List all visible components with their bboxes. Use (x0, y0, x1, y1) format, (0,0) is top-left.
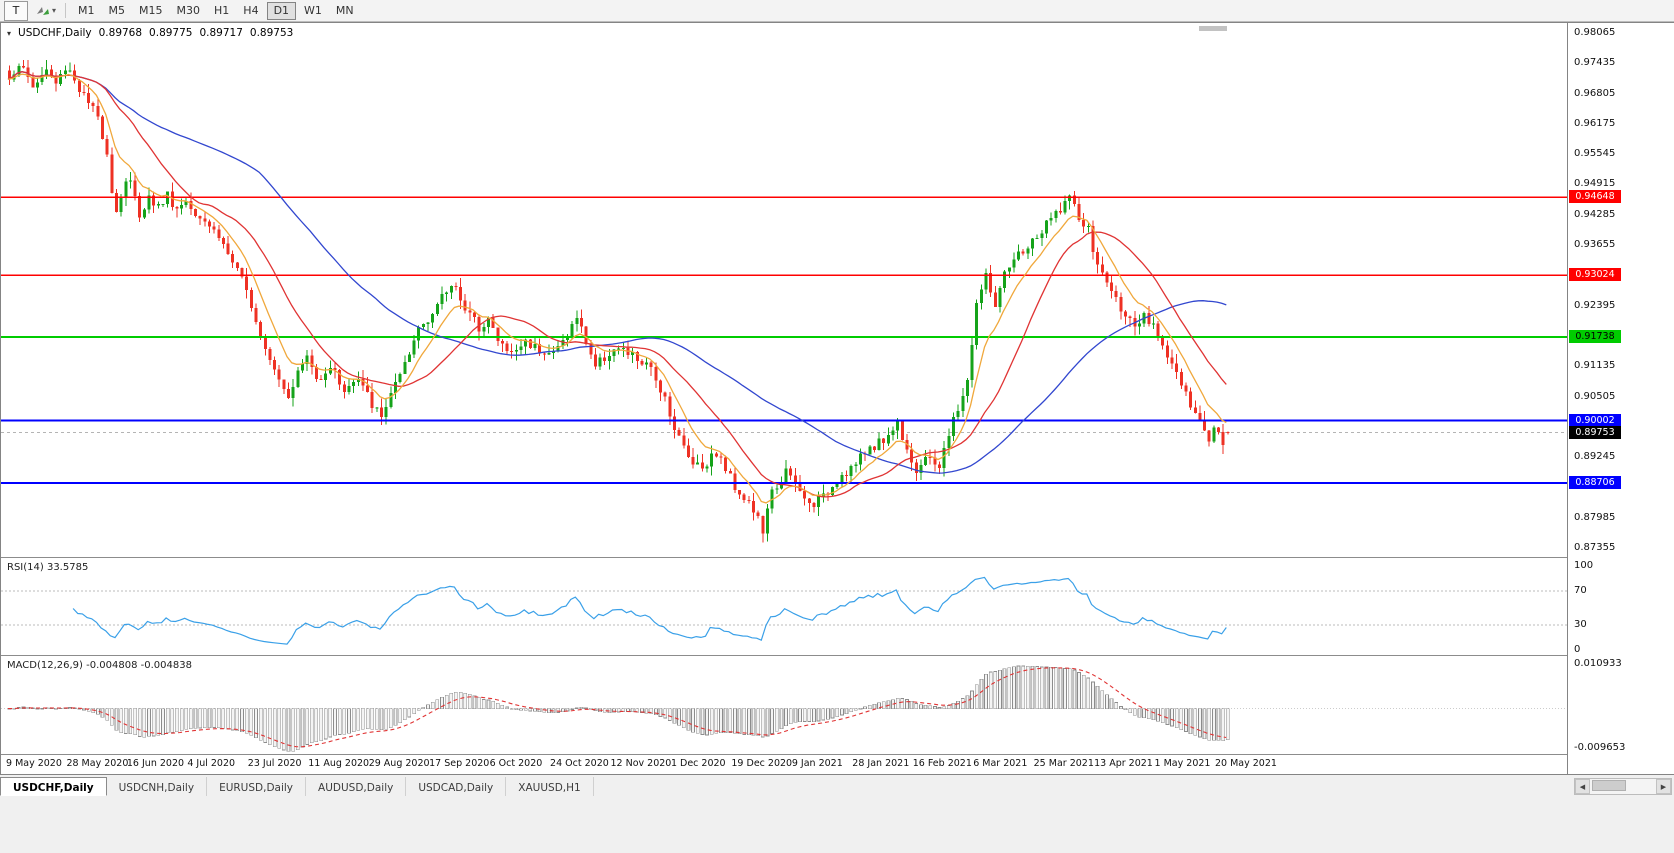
rsi-label: RSI(14) 33.5785 (7, 562, 89, 573)
rsi-axis-label: 30 (1574, 618, 1587, 630)
price-axis-label: 0.96175 (1574, 117, 1616, 129)
time-axis-label: 20 May 2021 (1215, 758, 1277, 769)
ohlc-low: 0.89717 (199, 27, 243, 39)
time-axis-label: 6 Mar 2021 (973, 758, 1028, 769)
scrollbar-track[interactable] (1590, 779, 1656, 794)
macd-axis-label: -0.009653 (1574, 742, 1626, 753)
dropdown-caret-icon: ▾ (52, 6, 57, 15)
timeframe-group: M1 M5 M15 M30 H1 H4 D1 W1 MN (72, 1, 360, 20)
timeframe-button-m30[interactable]: M30 (176, 3, 201, 17)
drawing-tools-button[interactable]: ▾ (32, 2, 59, 20)
chart-tab-audusd[interactable]: AUDUSD,Daily (306, 777, 407, 796)
timeframe-button-h4[interactable]: H4 (243, 3, 259, 17)
price-level-label: 0.94648 (1569, 190, 1621, 204)
price-axis-label: 0.92395 (1574, 299, 1616, 311)
chart-tabs: USDCHF,Daily USDCNH,Daily EURUSD,Daily AUDU… (0, 777, 594, 798)
tabs-scrollbar[interactable]: ◀ ▶ (1574, 778, 1672, 795)
time-axis-label: 28 May 2020 (66, 758, 129, 769)
macd-canvas[interactable] (1, 656, 1567, 754)
chart-tab-usdcad[interactable]: USDCAD,Daily (406, 777, 507, 796)
cursor-arrows-icon (37, 6, 49, 15)
time-axis-label: 19 Dec 2020 (731, 758, 793, 769)
time-axis-label: 24 Oct 2020 (550, 758, 609, 769)
chart-tab-eurusd[interactable]: EURUSD,Daily (207, 777, 307, 796)
time-axis-label: 4 Jul 2020 (187, 758, 236, 769)
timeframe-button-m1[interactable]: M1 (78, 3, 95, 17)
price-axis-label: 0.98065 (1574, 27, 1616, 38)
price-axis-label: 0.95545 (1574, 148, 1616, 160)
template-button[interactable]: T (4, 0, 28, 21)
price-axis-label: 0.91135 (1574, 360, 1616, 372)
chart-tab-usdcnh[interactable]: USDCNH,Daily (107, 777, 208, 796)
time-axis-label: 9 May 2020 (6, 758, 62, 769)
price-axis-label: 0.94285 (1574, 208, 1616, 220)
chart-window: 9 May 2020 28 May 2020 16 Jun 2020 4 Jul 20… (0, 22, 1674, 775)
price-axis-label: 0.93655 (1574, 239, 1616, 251)
symbol-menu-icon: ▾ (7, 28, 12, 38)
time-axis-label: 25 Mar 2021 (1033, 758, 1094, 769)
panel-separator[interactable] (1, 557, 1673, 558)
time-axis-label: 23 Jul 2020 (247, 758, 302, 769)
ohlc-close: 0.89753 (249, 27, 294, 39)
time-axis-label: 11 Aug 2020 (308, 758, 370, 769)
scrollbar-thumb[interactable] (1592, 780, 1626, 791)
price-axis[interactable]: 0.98065 0.97435 0.96805 0.96175 0.95545 0.949… (1567, 23, 1674, 774)
time-axis-label: 16 Jun 2020 (126, 758, 185, 769)
time-axis-label: 6 Oct 2020 (489, 758, 543, 769)
time-axis-label: 1 Dec 2020 (670, 758, 726, 769)
price-level-label: 0.90002 (1569, 413, 1621, 427)
price-level-label: 0.93024 (1569, 268, 1621, 282)
rsi-axis-label: 100 (1574, 560, 1594, 571)
time-axis-label: 9 Jan 2021 (791, 758, 843, 769)
time-axis-label: 17 Sep 2020 (429, 758, 490, 769)
timeframe-button-m5[interactable]: M5 (108, 3, 126, 17)
price-axis-label: 0.97435 (1574, 57, 1616, 69)
chart-tab-xauusd[interactable]: XAUUSD,H1 (506, 777, 594, 796)
rsi-canvas[interactable] (1, 558, 1567, 655)
time-axis-label: 12 Nov 2020 (610, 758, 672, 769)
price-axis-label: 0.96805 (1574, 87, 1616, 99)
time-axis-label: 29 Aug 2020 (368, 758, 430, 769)
rsi-axis-label: 70 (1574, 585, 1587, 597)
time-axis[interactable]: 9 May 2020 28 May 2020 16 Jun 2020 4 Jul 20… (1, 755, 1673, 773)
ohlc-high: 0.89775 (149, 27, 193, 39)
timeframe-button-m15[interactable]: M15 (139, 3, 163, 17)
current-price-label: 0.89753 (1569, 425, 1621, 439)
timeframe-button-h1[interactable]: H1 (214, 3, 230, 17)
time-axis-label: 28 Jan 2021 (852, 758, 910, 769)
chart-title: USDCHF,Daily (18, 27, 92, 39)
chart-scrollbar-thumb[interactable] (1199, 26, 1227, 31)
panel-separator (1, 754, 1673, 755)
time-axis-label: 16 Feb 2021 (912, 758, 972, 769)
price-axis-label: 0.90505 (1574, 390, 1616, 402)
time-axis-label: 13 Apr 2021 (1094, 758, 1153, 769)
chart-tab-usdchf[interactable]: USDCHF,Daily (0, 777, 107, 796)
top-toolbar: T ▾ M1 M5 M15 M30 H1 H4 D1 W1 MN (0, 0, 1674, 22)
toolbar-separator (65, 3, 67, 18)
chart-header: ▾ USDCHF,Daily 0.89768 0.89775 0.89717 0… (7, 27, 293, 39)
timeframe-button-d1[interactable]: D1 (266, 1, 297, 20)
scroll-left-button[interactable]: ◀ (1575, 779, 1590, 794)
macd-axis-label: 0.010933 (1574, 658, 1622, 669)
price-level-label: 0.91738 (1569, 330, 1621, 344)
timeframe-button-w1[interactable]: W1 (304, 3, 322, 17)
price-axis-label: 0.87355 (1574, 542, 1616, 553)
price-axis-label: 0.87985 (1574, 511, 1616, 523)
panel-separator[interactable] (1, 655, 1673, 656)
chart-tabs-bar: USDCHF,Daily USDCNH,Daily EURUSD,Daily AUDU… (0, 777, 1674, 798)
price-axis-label: 0.94915 (1574, 178, 1616, 190)
scroll-right-button[interactable]: ▶ (1656, 779, 1671, 794)
macd-label: MACD(12,26,9) -0.004808 -0.004838 (7, 660, 192, 671)
rsi-axis-label: 0 (1574, 644, 1581, 655)
timeframe-button-mn[interactable]: MN (335, 3, 354, 17)
time-axis-label: 1 May 2021 (1154, 758, 1211, 769)
ohlc-open: 0.89768 (98, 27, 143, 39)
price-chart-canvas[interactable] (1, 23, 1567, 557)
price-level-label: 0.88706 (1569, 476, 1621, 490)
price-axis-label: 0.89245 (1574, 451, 1616, 463)
